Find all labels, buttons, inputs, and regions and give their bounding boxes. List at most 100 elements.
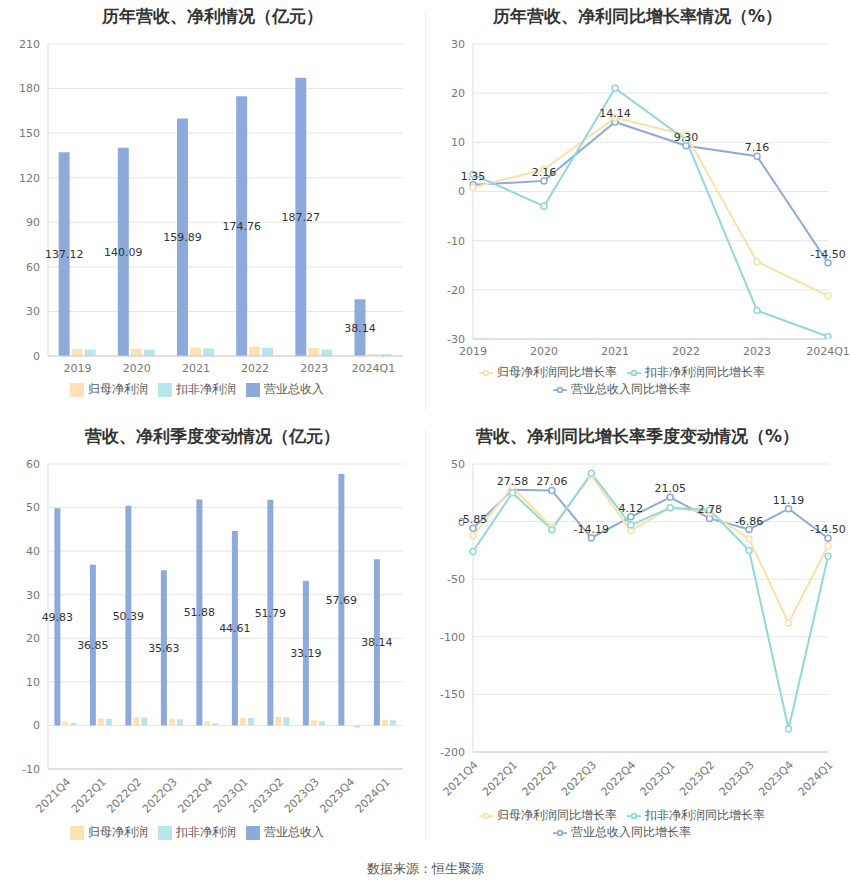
svg-text:35.63: 35.63 xyxy=(148,642,180,655)
svg-text:2019: 2019 xyxy=(459,345,487,358)
svg-text:2023: 2023 xyxy=(300,362,328,375)
svg-text:60: 60 xyxy=(26,261,40,274)
html-text:数据来源：恒生聚源: 数据来源：恒生聚源 xyxy=(366,861,484,876)
svg-text:40: 40 xyxy=(26,545,40,558)
svg-text:27.06: 27.06 xyxy=(536,475,568,488)
svg-text:120: 120 xyxy=(19,172,40,185)
svg-text:49.83: 49.83 xyxy=(42,611,74,624)
svg-text:38.14: 38.14 xyxy=(344,322,376,335)
svg-text:140.09: 140.09 xyxy=(104,246,143,259)
svg-text:2024Q1: 2024Q1 xyxy=(796,758,836,798)
svg-text:36.85: 36.85 xyxy=(77,639,109,652)
svg-text:-6.86: -6.86 xyxy=(735,515,763,528)
svg-text:20: 20 xyxy=(26,632,40,645)
svg-text:2023Q4: 2023Q4 xyxy=(756,758,796,798)
svg-text:50.39: 50.39 xyxy=(113,610,145,623)
svg-text:2022Q1: 2022Q1 xyxy=(480,758,520,798)
svg-text:180: 180 xyxy=(19,82,40,95)
svg-text:51.79: 51.79 xyxy=(255,607,287,620)
svg-text:-14.50: -14.50 xyxy=(810,523,842,536)
svg-text:11.19: 11.19 xyxy=(773,494,805,507)
svg-text:-10: -10 xyxy=(22,763,40,776)
svg-text:30: 30 xyxy=(451,38,465,51)
html-text:历年营收、净利同比增长率情况（%）: 历年营收、净利同比增长率情况（%） xyxy=(493,6,782,26)
svg-text:2024Q1: 2024Q1 xyxy=(353,775,393,815)
svg-text:2022Q3: 2022Q3 xyxy=(559,758,599,798)
html-text:归母净利润: 归母净利润 xyxy=(87,382,148,396)
svg-text:2.78: 2.78 xyxy=(697,503,722,516)
html-text:历年营收、净利情况（亿元）: 历年营收、净利情况（亿元） xyxy=(102,6,323,26)
svg-text:2023Q1: 2023Q1 xyxy=(211,775,251,815)
svg-text:2021: 2021 xyxy=(182,362,210,375)
svg-text:2022Q1: 2022Q1 xyxy=(69,775,109,815)
svg-text:21.05: 21.05 xyxy=(654,482,686,495)
svg-text:20: 20 xyxy=(451,87,465,100)
svg-text:0: 0 xyxy=(458,185,465,198)
svg-text:-5.85: -5.85 xyxy=(459,513,487,526)
svg-text:-14.50: -14.50 xyxy=(810,248,842,261)
svg-text:30: 30 xyxy=(26,589,40,602)
svg-text:27.58: 27.58 xyxy=(497,475,529,488)
svg-text:2021: 2021 xyxy=(601,345,629,358)
svg-text:90: 90 xyxy=(26,216,40,229)
svg-text:7.16: 7.16 xyxy=(745,141,770,154)
svg-text:44.61: 44.61 xyxy=(219,622,251,635)
svg-text:2022Q2: 2022Q2 xyxy=(104,775,144,815)
html-text:营收、净利季度变动情况（亿元）: 营收、净利季度变动情况（亿元） xyxy=(85,426,340,446)
svg-text:14.14: 14.14 xyxy=(599,107,631,120)
svg-text:33.19: 33.19 xyxy=(290,647,322,660)
svg-text:2022: 2022 xyxy=(241,362,269,375)
svg-text:38.14: 38.14 xyxy=(361,636,393,649)
svg-text:2023Q3: 2023Q3 xyxy=(717,758,757,798)
svg-text:2021Q4: 2021Q4 xyxy=(441,758,481,798)
svg-text:150: 150 xyxy=(19,127,40,140)
svg-text:187.27: 187.27 xyxy=(282,211,321,224)
svg-text:2024Q1: 2024Q1 xyxy=(806,345,842,358)
svg-text:0: 0 xyxy=(33,719,40,732)
svg-text:-10: -10 xyxy=(447,235,465,248)
svg-text:51.88: 51.88 xyxy=(184,606,216,619)
svg-text:2022: 2022 xyxy=(672,345,700,358)
svg-text:-20: -20 xyxy=(447,284,465,297)
svg-text:174.76: 174.76 xyxy=(222,220,261,233)
svg-text:-30: -30 xyxy=(447,333,465,346)
svg-text:2023Q2: 2023Q2 xyxy=(246,775,286,815)
svg-text:10: 10 xyxy=(26,676,40,689)
svg-text:1.35: 1.35 xyxy=(461,170,486,183)
svg-text:2022Q3: 2022Q3 xyxy=(140,775,180,815)
svg-text:2020: 2020 xyxy=(123,362,151,375)
svg-text:9.30: 9.30 xyxy=(674,131,699,144)
svg-text:-100: -100 xyxy=(440,631,465,644)
svg-text:2.16: 2.16 xyxy=(532,166,557,179)
svg-text:2023Q2: 2023Q2 xyxy=(677,758,717,798)
svg-text:60: 60 xyxy=(26,458,40,471)
svg-text:0: 0 xyxy=(33,350,40,363)
svg-text:2022Q4: 2022Q4 xyxy=(598,758,638,798)
svg-text:50: 50 xyxy=(451,458,465,471)
svg-text:2020: 2020 xyxy=(530,345,558,358)
svg-text:-150: -150 xyxy=(440,688,465,701)
svg-text:2023: 2023 xyxy=(743,345,771,358)
html-text:扣非净利润: 扣非净利润 xyxy=(175,382,236,396)
svg-text:2023Q3: 2023Q3 xyxy=(282,775,322,815)
svg-text:2022Q4: 2022Q4 xyxy=(175,775,215,815)
svg-text:50: 50 xyxy=(26,501,40,514)
svg-text:2023Q1: 2023Q1 xyxy=(638,758,678,798)
svg-text:137.12: 137.12 xyxy=(45,248,84,261)
svg-text:-50: -50 xyxy=(447,573,465,586)
html-text:营业总收入: 营业总收入 xyxy=(263,382,324,396)
svg-text:159.89: 159.89 xyxy=(163,231,202,244)
svg-text:10: 10 xyxy=(451,136,465,149)
svg-text:2024Q1: 2024Q1 xyxy=(352,362,396,375)
svg-text:57.69: 57.69 xyxy=(326,594,358,607)
svg-text:210: 210 xyxy=(19,38,40,51)
svg-text:2023Q4: 2023Q4 xyxy=(317,775,357,815)
svg-text:30: 30 xyxy=(26,305,40,318)
svg-text:-200: -200 xyxy=(440,746,465,759)
svg-text:4.12: 4.12 xyxy=(619,502,644,515)
html-text:营收、净利同比增长率季度变动情况（%）: 营收、净利同比增长率季度变动情况（%） xyxy=(476,426,799,446)
svg-text:2022Q2: 2022Q2 xyxy=(519,758,559,798)
svg-text:2019: 2019 xyxy=(64,362,92,375)
svg-text:2021Q4: 2021Q4 xyxy=(33,775,73,815)
svg-text:-14.19: -14.19 xyxy=(574,523,609,536)
